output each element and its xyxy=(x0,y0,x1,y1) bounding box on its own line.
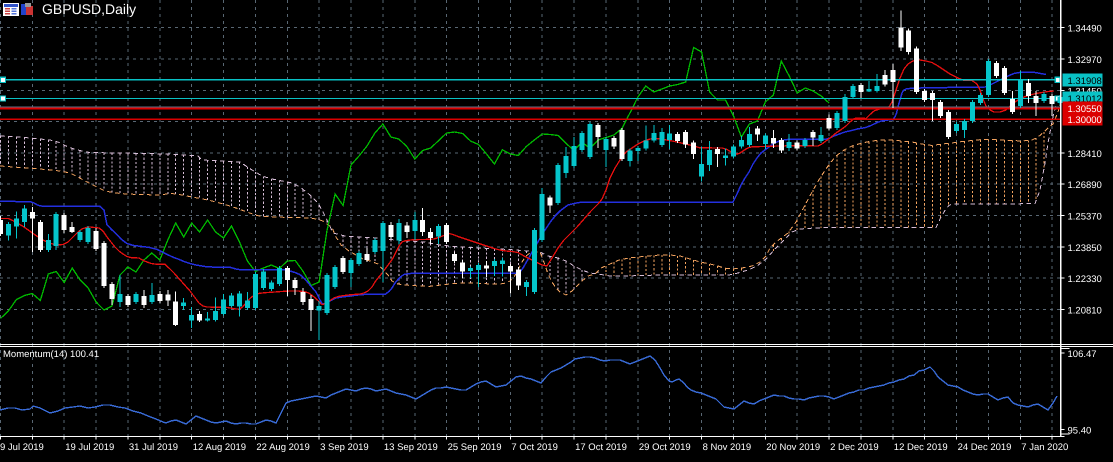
svg-text:1.31908: 1.31908 xyxy=(1068,76,1102,87)
svg-text:1.31012: 1.31012 xyxy=(1068,94,1102,105)
svg-text:12 Aug 2019: 12 Aug 2019 xyxy=(193,442,246,453)
svg-text:1.26890: 1.26890 xyxy=(1068,180,1102,191)
svg-text:106.47: 106.47 xyxy=(1068,349,1097,360)
svg-text:12 Dec 2019: 12 Dec 2019 xyxy=(894,442,948,453)
svg-text:1.30000: 1.30000 xyxy=(1068,115,1102,126)
svg-text:1.20810: 1.20810 xyxy=(1068,305,1102,316)
svg-text:3 Sep 2019: 3 Sep 2019 xyxy=(320,442,369,453)
svg-text:1.28410: 1.28410 xyxy=(1068,149,1102,160)
svg-text:22 Aug 2019: 22 Aug 2019 xyxy=(256,442,309,453)
svg-text:GBPUSD,Daily: GBPUSD,Daily xyxy=(42,1,136,17)
svg-text:20 Nov 2019: 20 Nov 2019 xyxy=(766,442,820,453)
svg-text:1.30550: 1.30550 xyxy=(1068,104,1102,115)
svg-text:1.34490: 1.34490 xyxy=(1068,24,1102,35)
svg-text:1.23850: 1.23850 xyxy=(1068,243,1102,254)
svg-text:8 Nov 2019: 8 Nov 2019 xyxy=(703,442,752,453)
svg-text:31 Jul 2019: 31 Jul 2019 xyxy=(129,442,178,453)
svg-text:7 Oct 2019: 7 Oct 2019 xyxy=(511,442,557,453)
svg-text:9 Jul 2019: 9 Jul 2019 xyxy=(0,442,44,453)
svg-text:17 Oct 2019: 17 Oct 2019 xyxy=(575,442,627,453)
svg-text:1.25370: 1.25370 xyxy=(1068,212,1102,223)
svg-text:25 Sep 2019: 25 Sep 2019 xyxy=(448,442,502,453)
svg-text:1.32970: 1.32970 xyxy=(1068,55,1102,66)
svg-text:7 Jan 2020: 7 Jan 2020 xyxy=(1021,442,1068,453)
svg-text:13 Sep 2019: 13 Sep 2019 xyxy=(384,442,438,453)
svg-text:19 Jul 2019: 19 Jul 2019 xyxy=(65,442,114,453)
svg-text:1.22330: 1.22330 xyxy=(1068,274,1102,285)
svg-text:24 Dec 2019: 24 Dec 2019 xyxy=(958,442,1012,453)
svg-text:2 Dec 2019: 2 Dec 2019 xyxy=(830,442,879,453)
svg-text:Momentum(14) 100.41: Momentum(14) 100.41 xyxy=(3,349,99,360)
svg-text:95.40: 95.40 xyxy=(1068,425,1092,436)
svg-text:29 Oct 2019: 29 Oct 2019 xyxy=(639,442,691,453)
